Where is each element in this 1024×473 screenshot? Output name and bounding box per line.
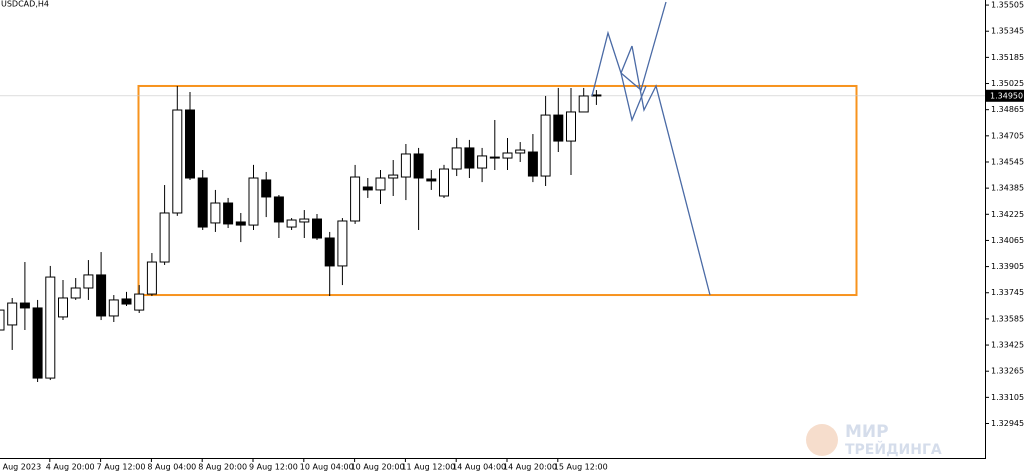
- candle-body: [591, 94, 602, 97]
- candle-body: [299, 218, 310, 223]
- y-tick-label: 1.32945: [991, 419, 1024, 428]
- watermark-logo: [806, 424, 838, 456]
- candle-body: [515, 149, 526, 154]
- candle-body: [197, 177, 208, 228]
- y-tick-label: 1.33425: [991, 341, 1024, 350]
- watermark-text: МИР: [845, 422, 889, 442]
- candle-body: [362, 186, 373, 191]
- current-price-label: 1.34950: [990, 91, 1023, 100]
- y-tick-label: 1.34705: [991, 131, 1024, 140]
- candle-body: [172, 109, 183, 214]
- candle-body: [400, 153, 411, 178]
- x-tick-label: 10 Aug 20:00: [351, 463, 405, 472]
- candle-body: [451, 147, 462, 170]
- chart-title: USDCAD,H4: [1, 0, 49, 9]
- watermark-text: ТРЕЙДИНГА: [845, 441, 942, 458]
- candle-body: [502, 152, 513, 159]
- candle-body: [489, 156, 500, 159]
- x-tick-label: 7 Aug 12:00: [97, 463, 146, 472]
- y-tick-label: 1.34385: [991, 184, 1024, 193]
- y-tick-label: 1.34065: [991, 236, 1024, 245]
- candle-body: [527, 151, 538, 177]
- current-price-box: [986, 89, 1024, 102]
- forecast-path: [620, 1, 667, 92]
- y-tick-label: 1.35505: [991, 1, 1024, 10]
- y-tick-label: 1.34225: [991, 210, 1024, 219]
- y-tick-label: 1.34545: [991, 157, 1024, 166]
- candle-body: [388, 174, 399, 179]
- candle-body: [248, 177, 259, 226]
- candle-body: [286, 219, 297, 228]
- candle-body: [375, 177, 386, 191]
- y-tick-label: 1.35025: [991, 79, 1024, 88]
- candle-body: [83, 274, 94, 289]
- x-tick-label: 4 Aug 2023: [0, 463, 41, 472]
- x-tick-label: 11 Aug 12:00: [401, 463, 455, 472]
- candle-body: [96, 274, 107, 317]
- forecast-path: [631, 45, 711, 296]
- candle-body: [464, 147, 475, 169]
- candle-body: [426, 178, 437, 182]
- candle-body: [235, 221, 246, 226]
- watermark: МИР ТРЕЙДИНГА: [806, 422, 942, 458]
- candle-body: [337, 220, 348, 267]
- candle-body: [70, 287, 81, 299]
- candle-body: [58, 297, 68, 318]
- x-tick-label: 8 Aug 04:00: [147, 463, 196, 472]
- candle-body: [261, 179, 272, 198]
- range-box: [137, 84, 858, 297]
- x-tick-label: 14 Aug 20:00: [503, 463, 557, 472]
- candle-body: [7, 302, 18, 326]
- candle-body: [210, 202, 221, 224]
- x-tick-label: 10 Aug 04:00: [300, 463, 354, 472]
- candle-body: [566, 111, 576, 142]
- candle-body: [146, 261, 157, 295]
- candle-body: [159, 212, 170, 263]
- candle-body: [223, 202, 234, 225]
- candle-body: [273, 196, 284, 223]
- candle-body: [413, 153, 424, 179]
- x-tick-label: 9 Aug 12:00: [249, 463, 298, 472]
- y-tick-label: 1.35185: [991, 53, 1024, 62]
- y-tick-label: 1.33105: [991, 393, 1024, 402]
- candle-body: [324, 237, 335, 267]
- x-tick-label: 15 Aug 12:00: [554, 463, 608, 472]
- candle-body: [350, 176, 361, 222]
- candle-body: [45, 276, 56, 379]
- candle-body: [185, 109, 195, 179]
- candle-body: [32, 307, 43, 379]
- y-tick-label: 1.34865: [991, 105, 1024, 114]
- candle-body: [439, 168, 449, 197]
- candle-body: [108, 299, 119, 317]
- plot-area: [0, 84, 985, 382]
- y-tick-label: 1.33905: [991, 262, 1024, 271]
- candle-body: [553, 114, 564, 142]
- candle-body: [578, 95, 589, 113]
- y-tick-label: 1.35345: [991, 27, 1024, 36]
- x-tick-label: 4 Aug 20:00: [46, 463, 95, 472]
- y-tick-label: 1.33265: [991, 367, 1024, 376]
- candle-body: [0, 309, 5, 331]
- forecast-path: [620, 45, 633, 74]
- y-tick-label: 1.33585: [991, 314, 1024, 323]
- candle-body: [312, 218, 322, 239]
- candle-body: [121, 298, 132, 305]
- candle-body: [477, 155, 488, 169]
- x-tick-label: 8 Aug 20:00: [198, 463, 247, 472]
- candle-body: [134, 293, 145, 311]
- candle-body: [540, 114, 551, 177]
- candle-body: [19, 302, 30, 309]
- y-tick-label: 1.33745: [991, 288, 1024, 297]
- x-tick-label: 14 Aug 04:00: [452, 463, 506, 472]
